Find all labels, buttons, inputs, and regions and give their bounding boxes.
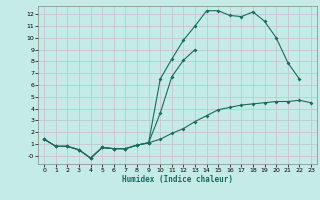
X-axis label: Humidex (Indice chaleur): Humidex (Indice chaleur) — [122, 175, 233, 184]
